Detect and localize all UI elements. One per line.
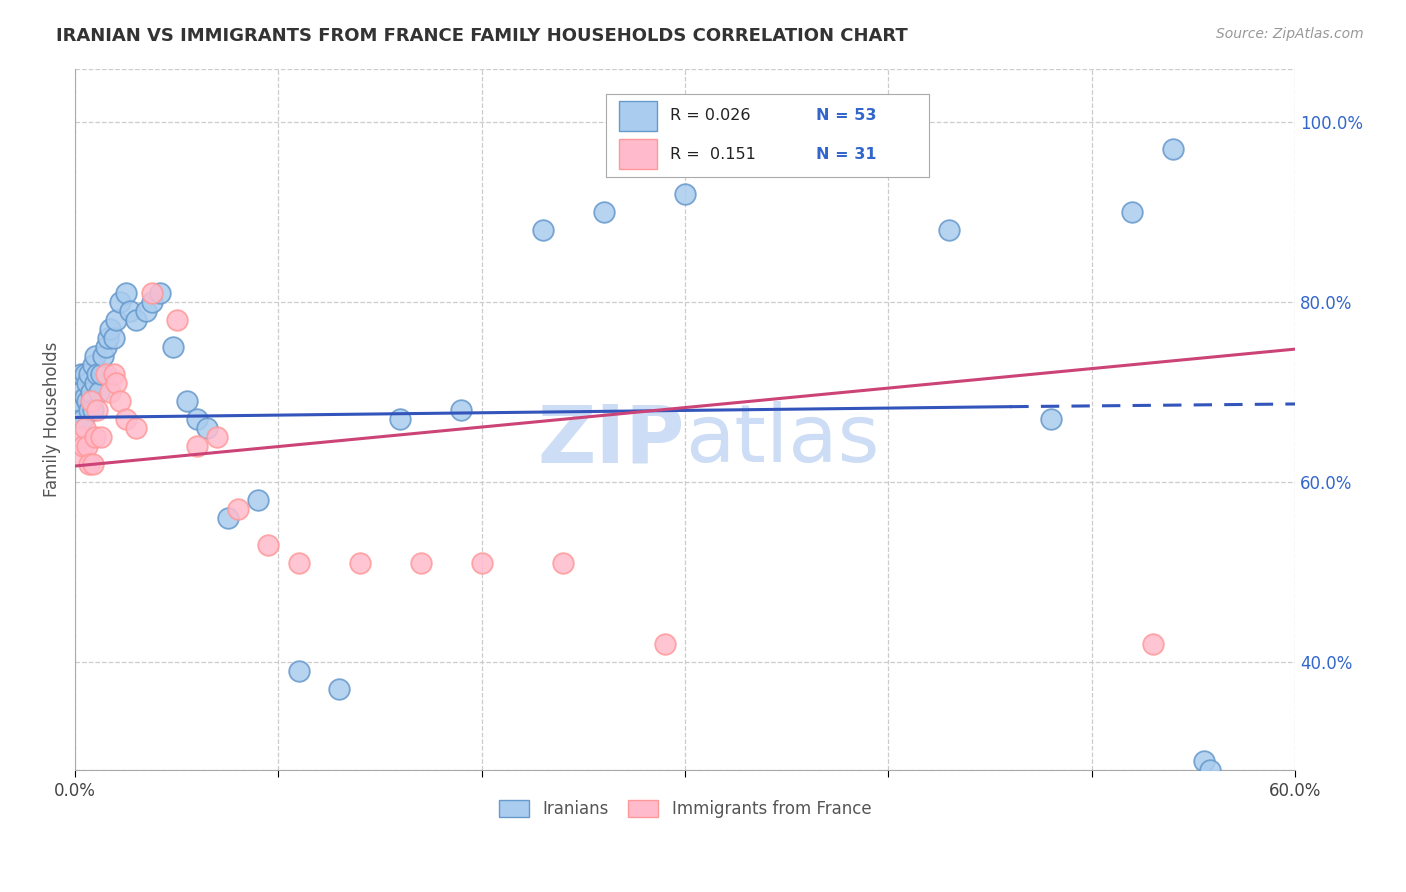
Point <box>938 223 960 237</box>
Point <box>125 313 148 327</box>
Point <box>287 664 309 678</box>
Point <box>207 430 229 444</box>
Point <box>72 439 94 453</box>
Y-axis label: Family Households: Family Households <box>44 342 60 497</box>
Point <box>531 223 554 237</box>
Text: IRANIAN VS IMMIGRANTS FROM FRANCE FAMILY HOUSEHOLDS CORRELATION CHART: IRANIAN VS IMMIGRANTS FROM FRANCE FAMILY… <box>56 27 908 45</box>
Point <box>84 376 107 391</box>
Point <box>247 493 270 508</box>
Point <box>125 421 148 435</box>
Point <box>103 331 125 345</box>
Point <box>108 295 131 310</box>
Point <box>450 403 472 417</box>
Point <box>98 385 121 400</box>
Point <box>186 439 208 453</box>
Point <box>1142 637 1164 651</box>
Point <box>149 286 172 301</box>
Legend: Iranians, Immigrants from France: Iranians, Immigrants from France <box>492 793 877 825</box>
Point <box>86 368 108 382</box>
Text: ZIP: ZIP <box>537 401 685 479</box>
Point <box>96 331 118 345</box>
Point <box>551 556 574 570</box>
Point <box>141 286 163 301</box>
Point <box>76 439 98 453</box>
Point <box>176 394 198 409</box>
Point <box>1192 754 1215 768</box>
Point <box>90 368 112 382</box>
Point <box>877 115 900 129</box>
Point <box>115 286 138 301</box>
Point <box>89 385 111 400</box>
Point <box>162 340 184 354</box>
Point <box>98 322 121 336</box>
Point <box>75 368 97 382</box>
Point <box>72 412 94 426</box>
Point <box>80 385 103 400</box>
Point <box>67 394 90 409</box>
Point <box>755 143 778 157</box>
Point <box>103 368 125 382</box>
Point <box>186 412 208 426</box>
Point <box>1198 763 1220 777</box>
Point <box>287 556 309 570</box>
Point <box>226 502 249 516</box>
Text: atlas: atlas <box>685 401 879 479</box>
Point <box>77 457 100 471</box>
Point <box>70 385 93 400</box>
Point <box>76 376 98 391</box>
Point <box>77 368 100 382</box>
Point <box>389 412 412 426</box>
Point <box>135 304 157 318</box>
Point <box>141 295 163 310</box>
Point <box>166 313 188 327</box>
Point <box>80 394 103 409</box>
Point <box>70 368 93 382</box>
Point <box>82 359 104 373</box>
Point <box>94 368 117 382</box>
Point <box>118 304 141 318</box>
Point <box>84 430 107 444</box>
Point <box>90 430 112 444</box>
Point <box>1161 143 1184 157</box>
Point <box>94 340 117 354</box>
Point <box>592 205 614 219</box>
Point <box>76 394 98 409</box>
Point <box>1040 412 1063 426</box>
Point <box>77 403 100 417</box>
Point <box>104 376 127 391</box>
Point <box>93 349 115 363</box>
Point <box>86 403 108 417</box>
Point <box>328 681 350 696</box>
Point <box>104 313 127 327</box>
Point <box>673 187 696 202</box>
Point <box>654 637 676 651</box>
Point <box>471 556 494 570</box>
Point <box>115 412 138 426</box>
Point <box>75 421 97 435</box>
Point <box>409 556 432 570</box>
Point <box>349 556 371 570</box>
Point <box>195 421 218 435</box>
Point <box>82 403 104 417</box>
Point <box>84 349 107 363</box>
Point <box>70 430 93 444</box>
Point <box>108 394 131 409</box>
Point <box>1121 205 1143 219</box>
Point <box>66 403 89 417</box>
Point <box>217 511 239 525</box>
Point <box>66 448 89 462</box>
Text: Source: ZipAtlas.com: Source: ZipAtlas.com <box>1216 27 1364 41</box>
Point <box>257 538 280 552</box>
Point <box>82 457 104 471</box>
Point <box>75 390 97 404</box>
